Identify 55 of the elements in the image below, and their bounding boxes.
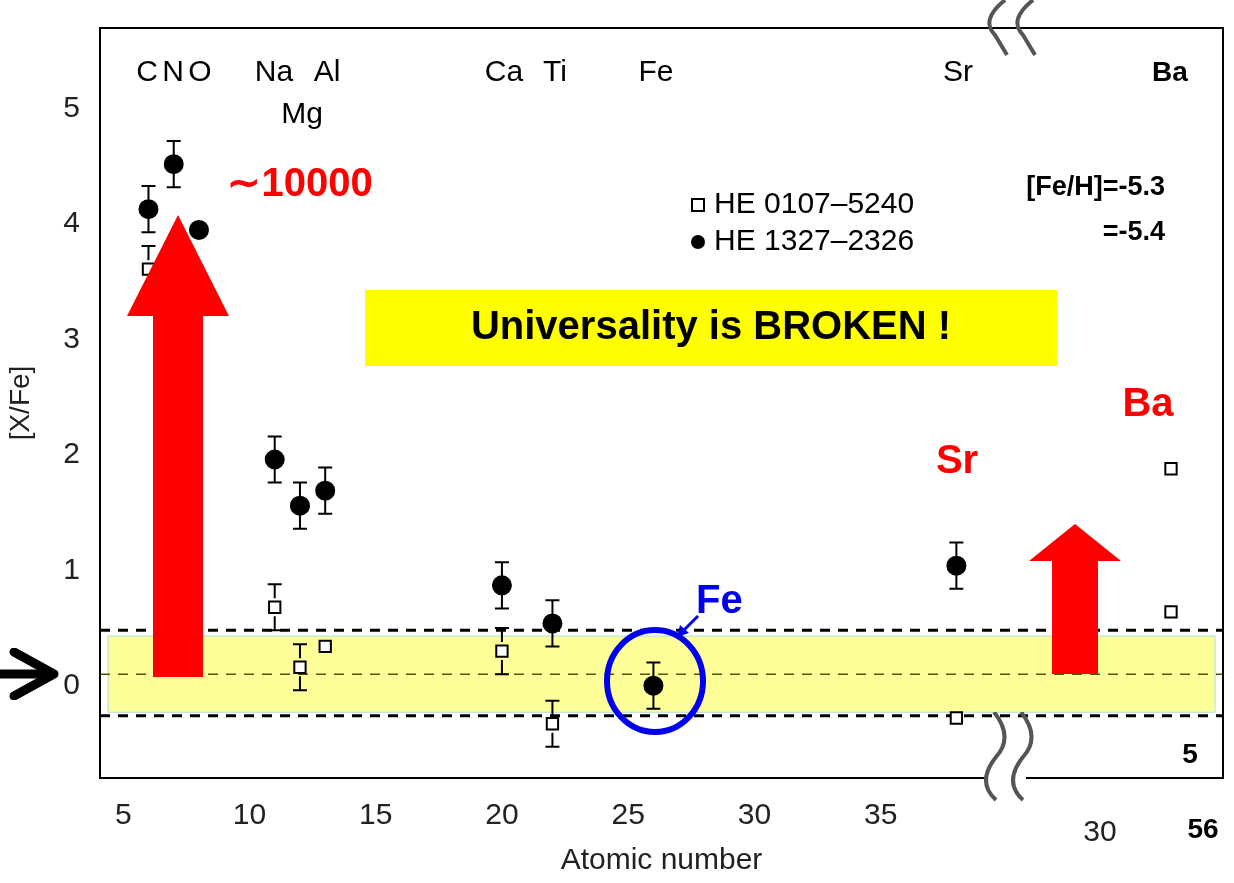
x-tick-label: 5: [114, 797, 132, 831]
point: [163, 154, 184, 175]
point: [1164, 605, 1178, 619]
annotation: Ca: [484, 54, 524, 88]
annotation: Ba: [1122, 380, 1175, 425]
x-tick-label: 30: [737, 797, 772, 831]
annotation: Na: [254, 54, 294, 88]
y-tick-label: 1: [63, 551, 80, 585]
x-tick-label: 20: [485, 797, 519, 831]
y-axis-title: [X/Fe]: [3, 365, 35, 441]
x-tick-label: 35: [863, 797, 898, 831]
point: [289, 495, 310, 516]
point: [268, 600, 282, 614]
annotation: C: [136, 54, 158, 88]
point: [542, 613, 563, 634]
y-tick-label: 2: [63, 436, 80, 470]
point: [545, 717, 560, 731]
point: [188, 219, 209, 240]
annotation: Al: [313, 54, 341, 88]
point: [318, 639, 332, 654]
point: [495, 644, 509, 658]
point: [491, 575, 512, 596]
annotation: Sr: [943, 54, 974, 88]
y-tick-label: 4: [63, 205, 80, 239]
annotation: Fe: [696, 576, 743, 621]
point: [293, 660, 307, 674]
annotation: Sr: [935, 437, 979, 482]
annotation: Fe: [638, 54, 674, 88]
x-tick-label: 10: [232, 797, 267, 831]
point: [138, 199, 159, 220]
annotation: O: [188, 54, 212, 88]
point: [315, 480, 336, 501]
x-tick-label: 25: [611, 797, 645, 831]
legend-label: HE 0107–5240: [714, 186, 915, 220]
annotation: ∼10000: [227, 160, 373, 205]
y-tick-label: 0: [63, 666, 80, 700]
point: [1164, 462, 1178, 476]
annotation: Universality is BROKEN !: [470, 303, 952, 348]
text: 56: [1187, 812, 1219, 844]
annotation: N: [162, 54, 184, 88]
x-axis-title: Atomic number: [560, 842, 763, 876]
point: [946, 555, 967, 576]
point: [264, 449, 285, 470]
point: [949, 711, 964, 725]
annotation: Ba: [1152, 55, 1189, 87]
y-tick-label: 3: [63, 320, 80, 354]
annotation: 5: [1182, 737, 1198, 769]
y-tick-label: 5: [63, 90, 80, 124]
x-tick-label: 15: [359, 797, 393, 831]
annotation: Mg: [281, 96, 323, 130]
annotation: Ti: [543, 54, 567, 88]
legend-label: HE 1327–2326: [714, 223, 915, 257]
point: [643, 675, 664, 696]
annotation: [Fe/H]=-5.3: [1026, 171, 1165, 202]
annotation: =-5.4: [1102, 216, 1165, 247]
